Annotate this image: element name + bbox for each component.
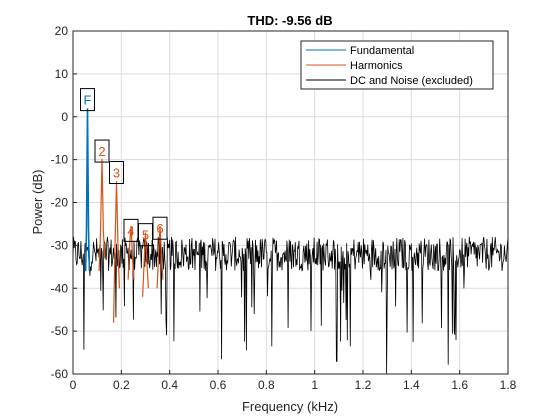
annotation-label: 5 (142, 228, 149, 243)
x-tick-label: 0.6 (210, 378, 227, 392)
y-tick-label: -40 (51, 281, 69, 295)
x-tick-label: 0.2 (113, 378, 130, 392)
x-tick-label: 0 (70, 378, 77, 392)
x-tick-label: 0.4 (161, 378, 178, 392)
annotation-label: 3 (113, 165, 120, 180)
legend: Fundamental Harmonics DC and Noise (excl… (300, 40, 494, 90)
y-tick-label: -50 (51, 324, 69, 338)
x-axis-label: Frequency (kHz) (242, 399, 338, 414)
annotation-label: 2 (98, 144, 105, 159)
y-tick-label: -30 (51, 238, 69, 252)
annotation-box (80, 88, 95, 112)
x-tick-label: 1.8 (500, 378, 517, 392)
peak-annotations: F 23 4 5 6 (80, 88, 168, 247)
annotation-label: 4 (127, 223, 134, 238)
harmonic-peak (142, 232, 149, 297)
legend-label-dc-noise: DC and Noise (excluded) (350, 75, 473, 87)
x-tick-label: 1 (311, 378, 318, 392)
y-tick-label: -20 (51, 196, 69, 210)
plot-traces (72, 108, 509, 375)
y-tick-label: 0 (61, 110, 68, 124)
x-tick-label: 1.6 (451, 378, 468, 392)
y-tick-label: 10 (55, 67, 69, 81)
annotation-label: F (84, 93, 92, 108)
annotation-box (94, 139, 110, 163)
annotation-box (152, 216, 168, 240)
harmonic-peak (113, 181, 120, 323)
harmonic-peak (98, 158, 106, 272)
axis-ticks: 0 0.2 0.4 0.6 0.8 1 1.2 1.4 1.6 1.8 -60 -50 -40 -30 -2… (51, 24, 517, 392)
annotation-label: 6 (156, 221, 163, 236)
y-axis-label: Power (dB) (30, 169, 45, 234)
x-tick-label: 0.8 (258, 378, 275, 392)
y-tick-label: 20 (55, 24, 69, 38)
y-tick-label: -60 (51, 367, 69, 381)
chart-title: THD: -9.56 dB (247, 13, 332, 28)
x-tick-label: 1.2 (355, 378, 372, 392)
legend-label-harmonics: Harmonics (350, 60, 403, 72)
harmonic-peak (127, 226, 135, 280)
harmonic-peak (156, 226, 164, 289)
y-tick-label: -10 (51, 153, 69, 167)
legend-label-fundamental: Fundamental (350, 45, 414, 57)
x-tick-label: 1.4 (403, 378, 420, 392)
annotation-box (109, 160, 124, 184)
fundamental-peak (84, 108, 91, 272)
